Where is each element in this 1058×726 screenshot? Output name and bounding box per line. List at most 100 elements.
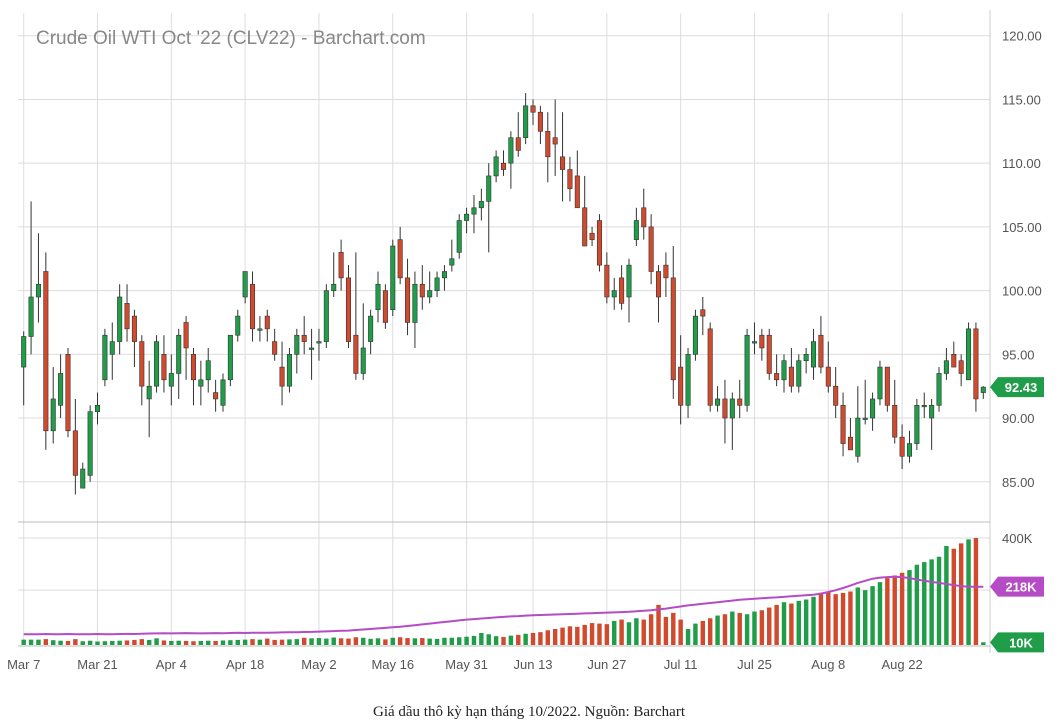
candle [375, 271, 381, 323]
candle-body [35, 283, 41, 298]
volume-bar [803, 599, 809, 645]
candle [80, 462, 86, 489]
volume-bar [648, 614, 654, 645]
candle [788, 347, 794, 393]
volume-bar [715, 615, 720, 645]
volume-ma-line [23, 575, 984, 636]
candle [678, 335, 684, 425]
volume-bar [220, 640, 226, 645]
volume-bar [65, 640, 71, 645]
candle-body [449, 258, 455, 266]
candle [405, 258, 411, 336]
candle [884, 366, 890, 412]
volume-bar [567, 626, 573, 645]
candle [449, 239, 455, 272]
candle [633, 207, 639, 247]
candle [560, 112, 566, 202]
price-tick-label: 110.00 [1002, 156, 1041, 171]
candle-body [796, 360, 802, 387]
candle [338, 239, 344, 291]
candle-body [552, 137, 558, 145]
candle-body [596, 220, 602, 266]
candle [360, 303, 366, 380]
volume-bar [848, 591, 853, 645]
candle [774, 354, 780, 387]
candle-body [685, 354, 691, 406]
volume-bar [545, 630, 551, 645]
candle-body [692, 315, 698, 355]
candle-body [441, 271, 447, 279]
candle [951, 341, 957, 368]
candle [751, 322, 757, 355]
candle [737, 379, 743, 419]
volume-bar [678, 619, 683, 645]
candle-body [345, 277, 351, 342]
volume-bar [589, 623, 595, 645]
volume-bar [331, 637, 336, 645]
candle [390, 239, 396, 317]
volume-bar [479, 632, 484, 645]
volume-bar [612, 620, 617, 645]
volume-bar [146, 639, 152, 645]
volume-bar [907, 570, 912, 645]
candle-body [65, 354, 71, 432]
volume-bar [530, 632, 536, 645]
volume-bar [826, 591, 831, 645]
volume-bar [316, 638, 322, 645]
x-tick-label: Apr 4 [156, 657, 187, 672]
candle [663, 252, 669, 297]
candle [892, 379, 898, 444]
volume-bar [619, 619, 624, 645]
volume-bar [412, 638, 418, 645]
volume-bar [752, 611, 757, 645]
candle [980, 386, 986, 399]
candle [58, 354, 64, 419]
candle-body [486, 175, 492, 202]
volume-bar [442, 637, 447, 645]
volume-bar [626, 622, 632, 645]
candle [877, 360, 883, 406]
volume-bar [235, 639, 240, 645]
volume-bar [944, 546, 949, 645]
candle-body [744, 334, 750, 406]
candle-body [884, 366, 890, 406]
volume-bar [922, 562, 927, 645]
candle [766, 328, 772, 380]
candle [331, 252, 337, 297]
volume-bar [774, 604, 779, 645]
volume-bar [176, 640, 181, 645]
candle-body [72, 430, 78, 476]
volume-bar [368, 638, 373, 645]
volume-bar [767, 607, 772, 645]
x-tick-label: Aug 8 [811, 657, 845, 672]
x-tick-label: Aug 22 [882, 657, 923, 672]
candle [109, 322, 115, 380]
volume-bar [885, 578, 890, 645]
last-price-badge-label: 92.43 [1005, 380, 1038, 395]
volume-bar [21, 639, 26, 645]
candle-body [301, 334, 307, 342]
volume-bar [390, 637, 395, 645]
candle-body [500, 162, 507, 170]
volume-bar [405, 638, 410, 645]
candle-body [899, 436, 905, 457]
volume-bar [228, 640, 233, 645]
candle [146, 360, 152, 438]
volume-bar [604, 624, 610, 645]
volume-bar [73, 639, 78, 645]
volume-bar [456, 637, 462, 645]
candle [619, 265, 625, 310]
candle [478, 188, 484, 221]
candle-body [309, 347, 315, 350]
volume-bar [538, 632, 543, 645]
candle-body [168, 373, 174, 387]
price-candles [21, 93, 986, 495]
volume-bar [294, 639, 300, 645]
candle [936, 367, 942, 412]
volume-bar [257, 639, 263, 645]
candle [958, 354, 964, 387]
candle [21, 331, 27, 406]
candle [427, 271, 433, 304]
candle-body [862, 417, 868, 420]
candle-body [390, 245, 396, 311]
